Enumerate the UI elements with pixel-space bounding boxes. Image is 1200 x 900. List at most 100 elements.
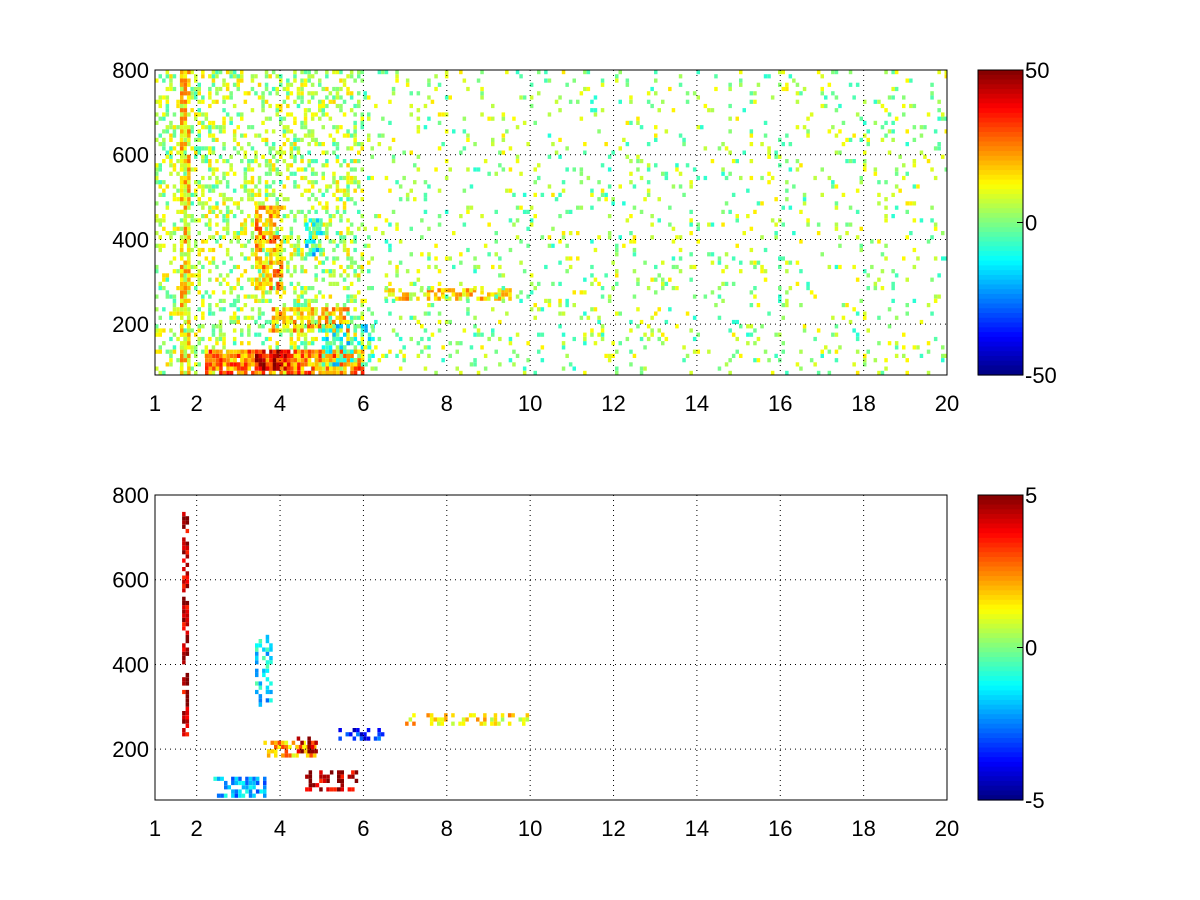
heatmap-cell (229, 197, 233, 202)
heatmap-cell (165, 70, 170, 75)
heatmap-cell (155, 294, 159, 299)
heatmap-cell (462, 288, 466, 293)
heatmap-cell (162, 142, 166, 147)
heatmap-cell (328, 319, 333, 325)
heatmap-cell (282, 205, 287, 210)
heatmap-cell (305, 774, 309, 779)
heatmap-cell (802, 197, 807, 202)
heatmap-cell (735, 159, 739, 164)
heatmap-cell (880, 103, 885, 109)
heatmap-cell (834, 324, 839, 329)
heatmap-cell (222, 120, 226, 125)
heatmap-cell (300, 167, 304, 172)
heatmap-cell (384, 239, 389, 244)
heatmap-cell (342, 315, 347, 320)
heatmap-cell (190, 264, 194, 270)
heatmap-cell (187, 188, 191, 193)
heatmap-cell (180, 239, 184, 244)
heatmap-cell (258, 681, 263, 686)
heatmap-cell (760, 324, 764, 329)
heatmap-cell (767, 180, 771, 185)
heatmap-cell (261, 298, 265, 303)
heatmap-cell (325, 112, 329, 117)
heatmap-cell (308, 252, 313, 257)
heatmap-cell (321, 222, 325, 227)
heatmap-cell (682, 137, 686, 142)
heatmap-cell (187, 345, 191, 350)
heatmap-cell (282, 303, 287, 308)
heatmap-cell (296, 736, 301, 741)
heatmap-cell (430, 288, 434, 293)
heatmap-cell (319, 252, 323, 257)
heatmap-cell (225, 86, 230, 92)
heatmap-cell (269, 277, 273, 282)
heatmap-cell (318, 103, 322, 109)
heatmap-cell (692, 349, 697, 354)
heatmap-cell (243, 231, 248, 236)
top-plot-frame (154, 69, 948, 376)
heatmap-cell (318, 99, 322, 104)
heatmap-cell (349, 108, 354, 113)
heatmap-cell (187, 311, 191, 316)
heatmap-cell (255, 277, 259, 282)
heatmap-cell (544, 298, 548, 303)
heatmap-cell (398, 288, 402, 293)
heatmap-cell (561, 332, 566, 337)
heatmap-cell (328, 269, 333, 274)
heatmap-cell (180, 82, 184, 87)
heatmap-cell (515, 294, 520, 299)
heatmap-cell (296, 281, 301, 286)
heatmap-cell (180, 353, 184, 358)
heatmap-cell (183, 192, 187, 197)
heatmap-cell (289, 315, 293, 320)
heatmap-cell (353, 142, 357, 147)
bottom-heatmap-cells (182, 511, 530, 798)
heatmap-cell (187, 171, 191, 176)
heatmap-cell (321, 324, 326, 329)
heatmap-cell (233, 366, 237, 371)
heatmap-cell (639, 175, 644, 181)
heatmap-cell (236, 86, 240, 92)
heatmap-cell (225, 222, 230, 227)
heatmap-cell (356, 732, 360, 737)
heatmap-cell (902, 95, 906, 100)
heatmap-cell (158, 235, 162, 240)
heatmap-cell (318, 116, 322, 121)
heatmap-cell (473, 324, 477, 329)
heatmap-cell (629, 214, 633, 219)
heatmap-cell (215, 86, 219, 92)
heatmap-cell (310, 137, 315, 142)
heatmap-cell (187, 231, 191, 236)
heatmap-cell (880, 370, 885, 375)
heatmap-cell (629, 362, 633, 367)
heatmap-cell (820, 103, 824, 109)
heatmap-cell (182, 516, 186, 521)
heatmap-cell (387, 292, 392, 297)
heatmap-cell (308, 778, 313, 783)
heatmap-cell (269, 218, 273, 223)
heatmap-cell (264, 298, 269, 303)
heatmap-cell (201, 315, 205, 320)
heatmap-cell (405, 197, 410, 202)
heatmap-cell (360, 315, 364, 320)
heatmap-cell (187, 366, 191, 371)
heatmap-cell (409, 226, 413, 231)
heatmap-cell (806, 133, 810, 138)
heatmap-cell (692, 167, 697, 172)
heatmap-cell (310, 243, 315, 248)
heatmap-cell (739, 353, 743, 358)
heatmap-cell (332, 239, 336, 244)
heatmap-cell (169, 235, 173, 240)
heatmap-cell (169, 154, 173, 159)
heatmap-cell (504, 292, 509, 297)
heatmap-cell (296, 243, 301, 248)
heatmap-cell (731, 256, 736, 261)
heatmap-cell (583, 277, 587, 282)
heatmap-cell (335, 281, 340, 286)
heatmap-cell (312, 226, 316, 231)
heatmap-cell (176, 209, 180, 214)
heatmap-cell (208, 362, 213, 367)
heatmap-cell (863, 311, 867, 316)
heatmap-cell (258, 643, 263, 648)
heatmap-cell (519, 298, 523, 303)
